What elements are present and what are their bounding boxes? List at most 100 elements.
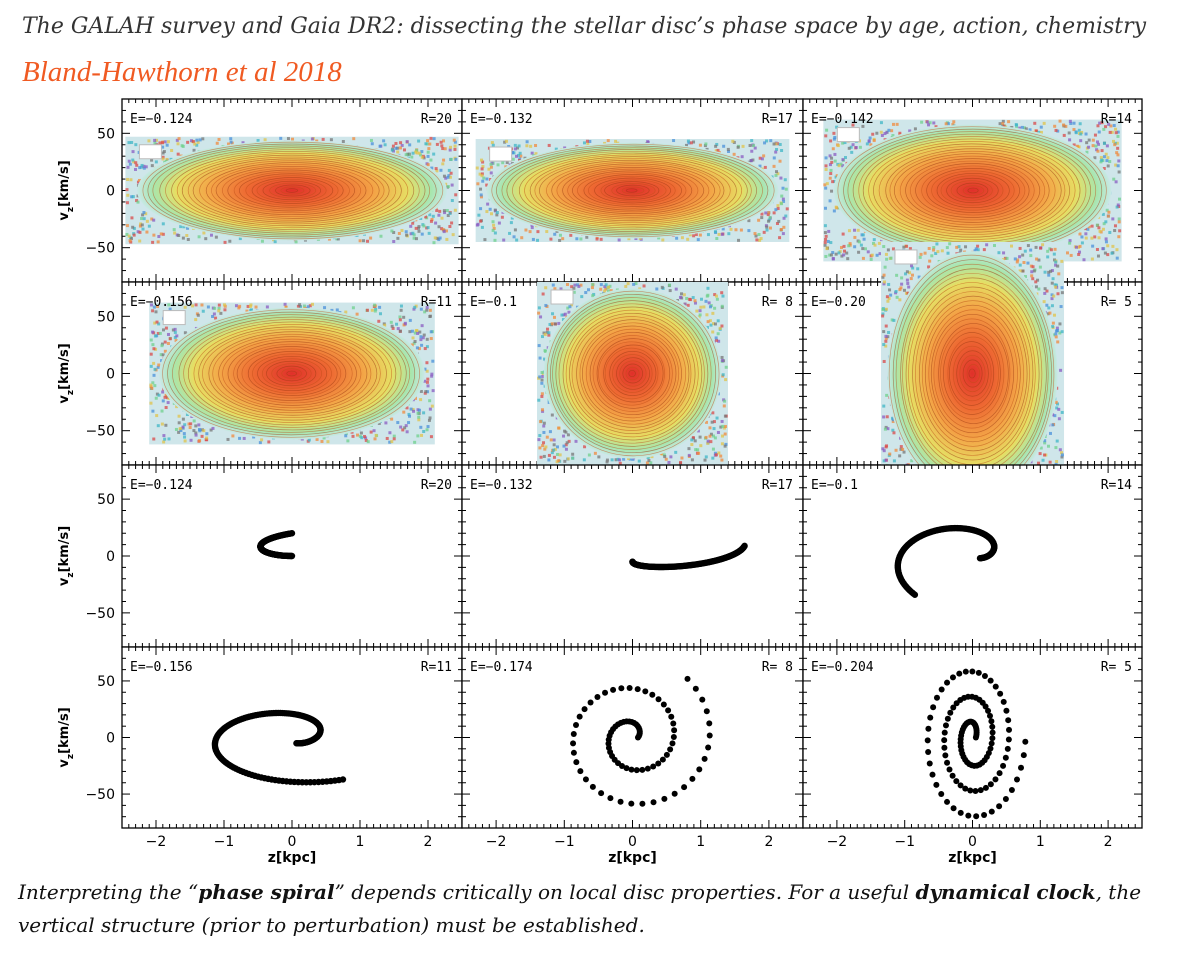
density-speck	[382, 139, 386, 143]
density-contour	[181, 154, 402, 227]
density-speck	[1098, 229, 1102, 233]
density-speck	[177, 233, 181, 237]
density-speck	[327, 237, 331, 241]
density-speck	[383, 143, 387, 147]
density-speck	[839, 162, 843, 166]
density-speck	[708, 319, 712, 323]
density-speck	[156, 365, 160, 369]
density-speck	[880, 133, 884, 137]
density-speck	[414, 396, 418, 400]
density-speck	[614, 139, 618, 143]
density-speck	[849, 145, 853, 149]
density-speck	[405, 430, 409, 434]
density-speck	[420, 232, 424, 236]
density-speck	[291, 137, 295, 141]
density-speck	[440, 144, 444, 148]
density-speck	[719, 425, 723, 429]
density-speck	[1086, 227, 1090, 231]
density-speck	[829, 241, 833, 245]
density-speck	[865, 142, 869, 146]
density-speck	[839, 246, 843, 250]
density-speck	[425, 308, 429, 312]
density-speck	[492, 226, 496, 230]
density-speck	[1067, 131, 1071, 135]
density-speck	[479, 207, 483, 211]
density-speck	[155, 414, 159, 418]
density-speck	[149, 364, 153, 368]
density-speck	[1007, 120, 1011, 124]
density-speck	[691, 296, 695, 300]
density-speck	[444, 229, 448, 233]
density-speck	[166, 401, 170, 405]
density-speck	[412, 341, 416, 345]
density-speck	[426, 139, 430, 143]
density-speck	[442, 158, 446, 162]
density-contour	[245, 175, 339, 206]
density-speck	[722, 426, 726, 430]
density-speck	[706, 286, 710, 290]
density-speck	[696, 238, 700, 242]
density-speck	[152, 437, 156, 441]
density-speck	[211, 426, 215, 430]
density-speck	[128, 239, 132, 243]
density-speck	[1104, 220, 1108, 224]
density-speck	[162, 440, 166, 444]
density-speck	[764, 211, 768, 215]
density-contour	[280, 186, 305, 195]
density-speck	[417, 139, 421, 143]
density-speck	[877, 241, 881, 245]
density-speck	[828, 176, 832, 180]
density-speck	[165, 157, 169, 161]
density-map	[149, 302, 435, 445]
radius-label: R=14	[1101, 112, 1132, 127]
density-speck	[396, 421, 400, 425]
density-speck	[672, 139, 676, 143]
density-speck	[928, 121, 932, 125]
density-speck	[765, 139, 769, 143]
density-contour	[529, 156, 737, 225]
density-speck	[217, 306, 221, 310]
density-speck	[435, 169, 439, 173]
density-speck	[341, 140, 345, 144]
density-contour	[233, 343, 353, 404]
density-speck	[772, 142, 776, 146]
density-speck	[856, 228, 860, 232]
density-speck	[502, 238, 506, 242]
energy-label: E=−0.156	[130, 295, 193, 310]
density-speck	[1110, 130, 1114, 134]
density-contour	[187, 321, 397, 426]
density-speck	[412, 307, 416, 311]
density-speck	[946, 122, 950, 126]
density-speck	[366, 239, 370, 243]
density-contour	[152, 145, 431, 236]
density-speck	[390, 148, 394, 152]
density-speck	[829, 172, 833, 176]
density-speck	[603, 285, 607, 289]
density-speck	[390, 229, 394, 233]
density-speck	[419, 338, 423, 342]
density-speck	[428, 213, 432, 217]
density-speck	[512, 235, 516, 239]
density-contour	[208, 331, 378, 416]
density-speck	[229, 137, 233, 141]
density-speck	[555, 445, 559, 449]
density-speck	[192, 140, 196, 144]
density-speck	[422, 156, 426, 160]
density-speck	[448, 211, 452, 215]
density-speck	[1106, 164, 1110, 168]
density-speck	[485, 210, 489, 214]
density-speck	[727, 232, 731, 236]
density-speck	[568, 305, 572, 309]
density-speck	[181, 425, 185, 429]
density-speck	[217, 137, 221, 141]
density-speck	[557, 426, 561, 430]
density-speck	[167, 437, 171, 441]
density-speck	[173, 231, 177, 235]
density-speck	[1112, 139, 1116, 143]
density-speck	[606, 289, 610, 293]
density-speck	[360, 436, 364, 440]
density-speck	[843, 156, 847, 160]
density-speck	[720, 419, 724, 423]
density-speck	[413, 305, 417, 309]
density-speck	[536, 230, 540, 234]
